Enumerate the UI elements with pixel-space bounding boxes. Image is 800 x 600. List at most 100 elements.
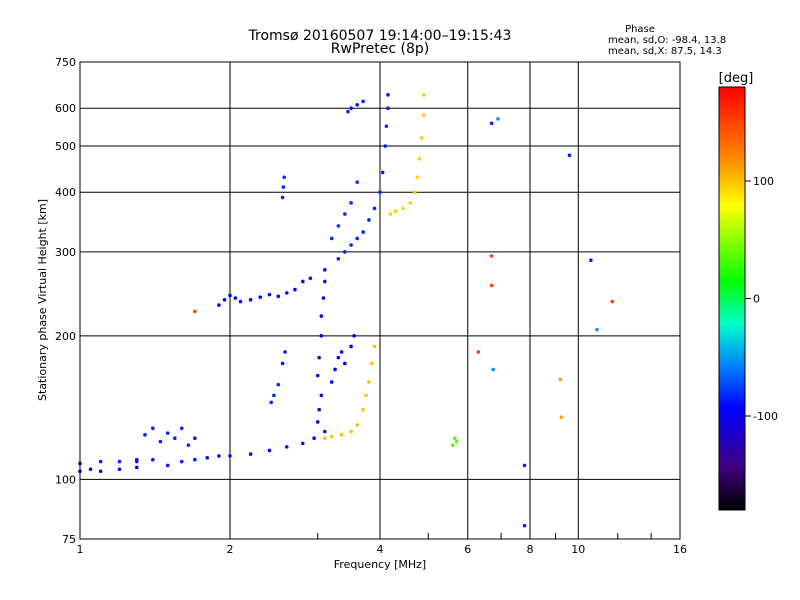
data-point [272,393,276,398]
plot-frame [79,61,681,540]
data-point [323,429,327,434]
colorbar-label: [deg] [719,71,754,86]
data-point [329,236,334,241]
data-point [280,195,285,200]
data-point [228,454,232,458]
data-point [589,258,593,263]
data-point [384,124,389,129]
colorbar-tick-label: 0 [753,293,760,306]
data-point [317,355,321,360]
data-point [378,190,382,195]
data-point [143,433,147,437]
data-point [267,292,272,297]
data-point [329,434,334,439]
data-point [319,314,324,318]
y-tick-label: 100 [55,473,76,486]
x-tick-label: 4 [377,543,384,556]
y-tick-label: 750 [55,56,76,69]
data-point [336,224,341,228]
data-point [567,153,572,158]
data-point [248,297,253,302]
data-point [151,457,155,462]
data-point [346,109,350,114]
data-point [336,355,341,360]
data-point [386,93,390,97]
data-point [217,303,221,307]
data-point [315,373,320,378]
y-tick-label: 300 [55,246,76,259]
data-point [559,415,564,420]
data-point [329,380,334,384]
data-point [315,420,320,424]
data-point [343,250,347,254]
chart-subtitle: RwPretec (8p) [331,41,429,57]
data-point [496,117,500,121]
data-point [489,283,494,288]
data-point [361,407,365,412]
data-point [319,334,324,338]
data-point [117,459,122,464]
data-point [558,377,563,382]
data-point [422,93,426,97]
data-point [610,299,615,304]
data-point [293,287,297,292]
x-tick-label: 8 [527,543,534,556]
data-point [452,436,457,441]
data-point [323,279,327,284]
data-point [258,295,263,299]
data-point [228,293,232,298]
data-point [522,523,527,528]
data-point [522,463,527,468]
data-point [222,297,227,302]
grid [80,62,680,539]
data-point [352,334,356,338]
data-point [301,441,305,446]
data-point [355,180,359,184]
data-point [364,393,368,398]
x-tick-label: 16 [673,543,687,556]
data-point [284,445,289,449]
data-point [312,436,316,441]
data-point [343,212,347,216]
data-point [205,455,209,460]
data-point [489,254,494,258]
data-point [151,426,155,431]
data-point [355,103,359,107]
data-point [336,257,341,261]
y-tick-label: 500 [55,140,76,153]
x-tick-label: 2 [227,543,234,556]
data-point [283,350,287,354]
data-point [158,439,163,444]
data-point [317,407,321,412]
y-tick-label: 400 [55,186,76,199]
data-point [134,465,139,470]
data-point [98,469,103,474]
data-point [186,443,191,447]
data-point [281,185,286,189]
data-point [380,170,385,175]
data-point [217,454,221,458]
data-point [408,201,413,205]
data-point [269,400,274,405]
y-tick-label: 200 [55,330,76,343]
data-point [361,230,365,234]
y-axis-label: Stationary phase Virtual Height [km] [36,199,49,401]
data-point [165,463,170,468]
data-point [349,201,353,205]
y-tick-label: 600 [55,102,76,115]
y-tick-label: 75 [62,533,76,546]
data-point [267,448,272,453]
data-point [193,309,197,314]
phase-stats-x: mean, sd,X: 87.5, 14.3 [608,46,722,57]
data-point [369,361,374,366]
data-point [393,209,398,213]
colorbar-tick-label: -100 [753,410,778,423]
colorbar-tick-label: 100 [753,175,774,188]
colorbar [718,86,746,511]
data-point [98,459,103,464]
data-point [193,457,197,462]
data-point [349,344,353,349]
data-point [284,291,289,295]
data-points [78,93,615,528]
